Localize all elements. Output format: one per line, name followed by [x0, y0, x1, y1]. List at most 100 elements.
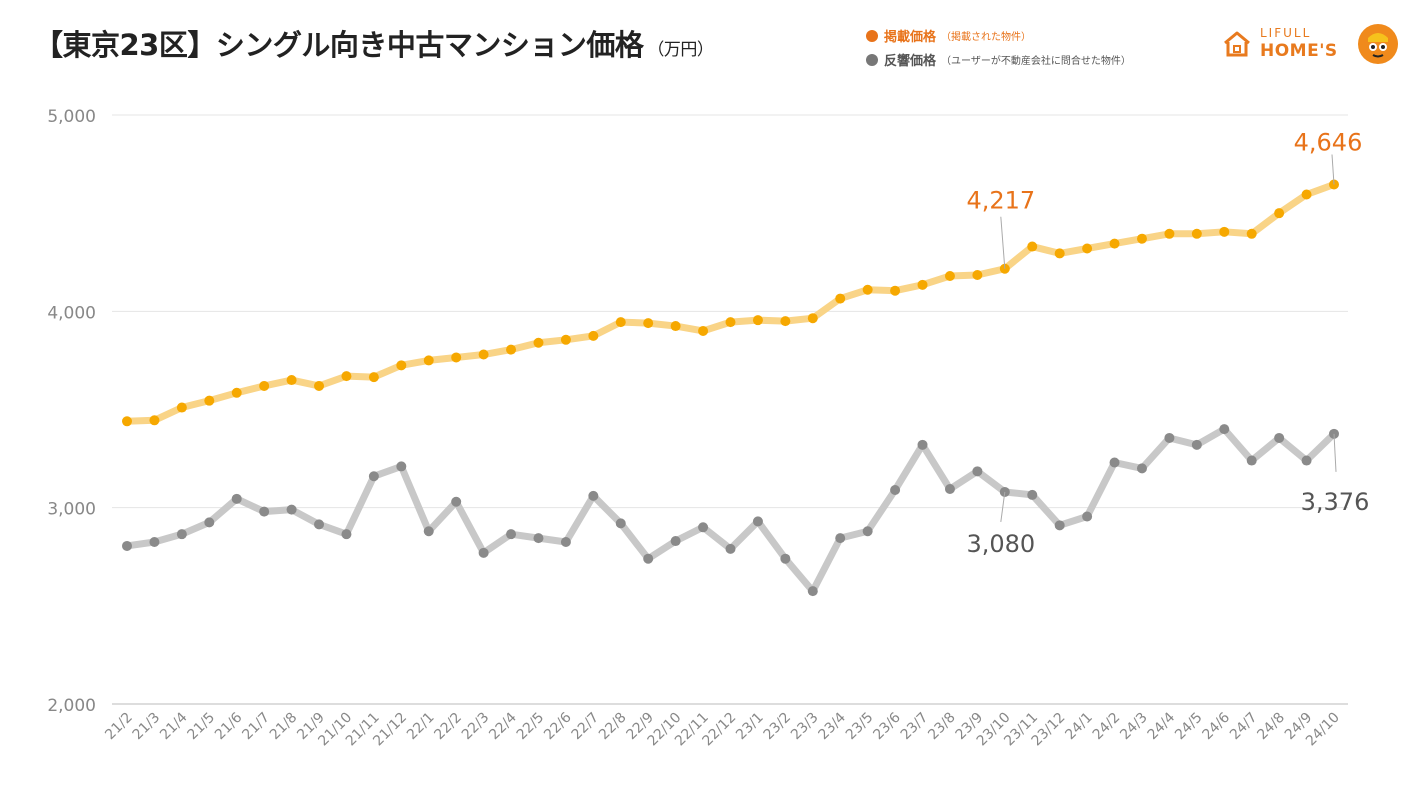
x-tick-label: 21/6: [212, 709, 246, 743]
data-point: [944, 270, 955, 281]
y-tick-label: 4,000: [47, 303, 96, 323]
data-point: [1274, 432, 1285, 443]
data-point: [1027, 489, 1038, 500]
x-tick-label: 22/5: [514, 710, 548, 744]
data-point: [423, 526, 434, 537]
x-tick-label: 23/4: [816, 709, 850, 743]
data-point: [341, 371, 352, 382]
data-point: [478, 349, 489, 360]
data-point: [917, 439, 928, 450]
y-tick-label: 3,000: [47, 500, 96, 520]
data-point: [1246, 228, 1257, 239]
x-tick-label: 21/4: [157, 709, 191, 743]
x-tick-label: 21/8: [267, 710, 301, 744]
data-point: [780, 553, 791, 564]
data-point: [176, 529, 187, 540]
data-point: [231, 493, 242, 504]
title-main: 【東京23区】シングル向き中古マンション価格: [34, 28, 644, 62]
chart-title: 【東京23区】シングル向き中古マンション価格 （万円）: [34, 22, 714, 64]
brand-name-top: LIFULL: [1260, 26, 1312, 40]
data-point: [1301, 455, 1312, 466]
data-point: [1082, 511, 1093, 522]
data-point: [972, 270, 983, 281]
data-point: [1136, 233, 1147, 244]
data-point: [890, 484, 901, 495]
data-point: [533, 533, 544, 544]
data-point: [670, 536, 681, 547]
x-tick-label: 24/1: [1062, 710, 1096, 744]
data-point: [862, 526, 873, 537]
data-point: [1164, 228, 1175, 239]
annotation-leader: [1333, 433, 1337, 472]
x-tick-label: 23/6: [870, 709, 904, 743]
data-point: [807, 313, 818, 324]
data-point: [1054, 520, 1065, 531]
legend-marker-inquiry: [866, 53, 878, 66]
x-tick-label: 24/4: [1145, 709, 1179, 743]
data-point: [560, 537, 571, 548]
data-point: [752, 315, 763, 326]
data-point: [1164, 432, 1175, 443]
data-point: [314, 380, 325, 391]
x-tick-label: 21/2: [102, 710, 136, 744]
data-point: [807, 586, 818, 597]
x-tick-label: 24/5: [1172, 710, 1206, 744]
x-tick-label: 22/8: [596, 710, 630, 744]
x-tick-label: 23/5: [843, 710, 877, 744]
data-point: [1136, 463, 1147, 474]
data-point: [314, 519, 325, 530]
data-point: [725, 543, 736, 554]
y-tick-label: 2,000: [47, 696, 96, 716]
data-point: [1219, 424, 1230, 435]
data-point: [725, 317, 736, 328]
data-point: [286, 375, 297, 386]
data-point: [944, 484, 955, 495]
x-tick-label: 24/8: [1254, 710, 1288, 744]
data-point: [1027, 241, 1038, 252]
data-point: [972, 466, 983, 477]
data-point: [204, 517, 215, 528]
x-tick-label: 23/1: [733, 710, 767, 744]
data-point: [588, 490, 599, 501]
annotation-leader: [1000, 216, 1006, 269]
title-unit: （万円）: [647, 40, 714, 60]
data-point: [259, 380, 270, 391]
data-point: [1274, 208, 1285, 219]
x-tick-label: 23/8: [925, 710, 959, 744]
x-tick-label: 23/2: [761, 710, 795, 744]
x-tick-label: 22/3: [459, 710, 493, 744]
x-tick-label: 21/3: [130, 710, 164, 744]
data-label: 4,646: [1294, 129, 1363, 157]
x-tick-label: 22/6: [541, 709, 575, 743]
series-line: [123, 181, 1338, 425]
data-point: [615, 518, 626, 529]
brand-name-bottom: HOME'S: [1260, 41, 1338, 61]
data-point: [1191, 439, 1202, 450]
legend-note-listing: （掲載された物件）: [941, 32, 1032, 43]
x-tick-label: 24/7: [1227, 710, 1261, 744]
data-point: [396, 360, 407, 371]
data-point: [1246, 455, 1257, 466]
data-point: [643, 553, 654, 564]
legend-item-listing: 掲載価格 （掲載された物件）: [866, 26, 1031, 45]
data-point: [643, 318, 654, 329]
data-point: [780, 316, 791, 327]
data-point: [1054, 248, 1065, 259]
data-point: [341, 529, 352, 540]
legend-marker-listing: [866, 29, 878, 42]
data-point: [149, 415, 160, 426]
data-point: [560, 334, 571, 345]
x-tick-label: 22/4: [486, 709, 520, 743]
data-point: [615, 317, 626, 328]
data-label: 4,217: [966, 187, 1035, 215]
data-point: [286, 504, 297, 515]
mascot-icon: [1358, 24, 1398, 64]
data-point: [396, 461, 407, 472]
data-point: [1082, 243, 1093, 254]
data-point: [698, 325, 709, 336]
x-tick-label: 24/2: [1090, 710, 1124, 744]
x-tick-label: 23/7: [898, 710, 932, 744]
data-point: [451, 496, 462, 507]
x-tick-label: 24/6: [1200, 709, 1234, 743]
